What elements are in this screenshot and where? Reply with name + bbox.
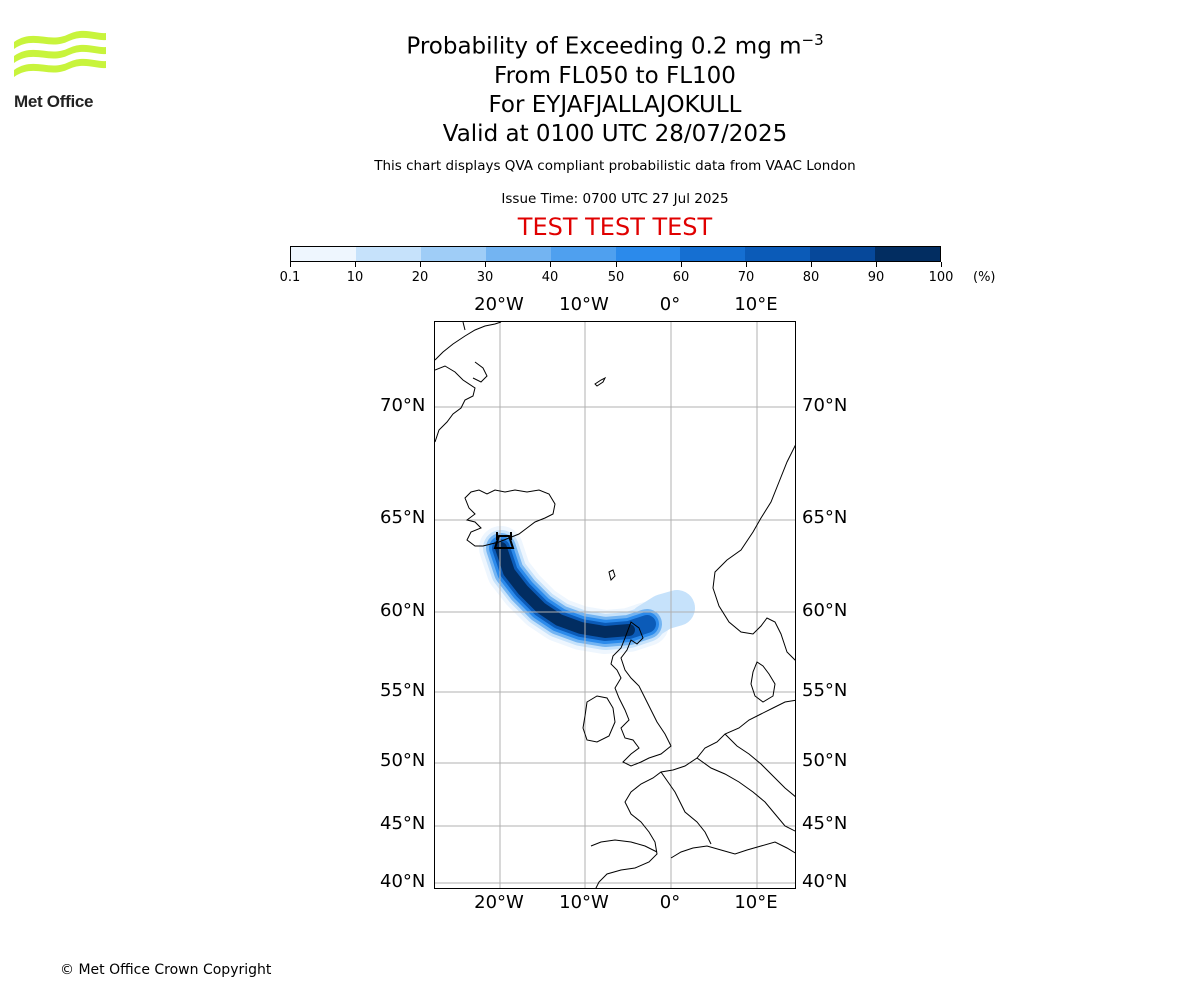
colorbar-tick-label: 60 (672, 270, 690, 285)
colorbar-segment (550, 247, 616, 261)
colorbar-tick-label: 0.1 (279, 270, 301, 285)
logo-text: Met Office (14, 92, 94, 111)
colorbar-tick (811, 262, 812, 267)
title-line-2: From FL050 to FL100 (494, 62, 736, 89)
greenland-coast (435, 322, 502, 443)
map-panel (434, 321, 796, 889)
lat-label-right-60n: 60°N (802, 600, 848, 621)
spain-coast (590, 839, 795, 859)
colorbar-tick (876, 262, 877, 267)
met-office-waves-icon (14, 30, 106, 77)
continent-coast (595, 699, 795, 888)
title-line-4: Valid at 0100 UTC 28/07/2025 (442, 120, 788, 147)
title-line-1: Probability of Exceeding 0.2 mg m−3 (406, 31, 824, 60)
ireland-coast (582, 695, 616, 743)
denmark-coast (750, 661, 776, 703)
lat-label-right-45n: 45°N (802, 813, 848, 834)
lat-label-right-65n: 65°N (802, 507, 848, 528)
lat-label-left-50n: 50°N (380, 750, 426, 771)
ash-plume (479, 526, 695, 654)
colorbar-unit: (%) (973, 270, 996, 285)
lon-label-bottom-10e: 10°E (734, 892, 778, 913)
plume-band (495, 542, 635, 638)
colorbar-segment (745, 247, 811, 261)
iceland-coast (464, 489, 556, 547)
colorbar-tick-label: 90 (867, 270, 885, 285)
title-line-3: For EYJAFJALLAJOKULL (488, 91, 742, 118)
lat-label-left-70n: 70°N (380, 395, 426, 416)
colorbar-tick (290, 262, 291, 267)
colorbar-segment (420, 247, 486, 261)
colorbar-segment (875, 247, 941, 261)
colorbar-tick (355, 262, 356, 267)
lon-label-bottom-10w: 10°W (559, 892, 609, 913)
colorbar-tick (616, 262, 617, 267)
lat-label-right-40n: 40°N (802, 871, 848, 892)
chart-description: This chart displays QVA compliant probab… (374, 158, 856, 174)
colorbar-tick-label: 50 (607, 270, 625, 285)
faroe-islands (608, 569, 616, 581)
lon-label-bottom-20w: 20°W (474, 892, 524, 913)
lon-label-top-10e: 10°E (734, 294, 778, 315)
volcano-marker (493, 532, 515, 549)
colorbar-tick-label: 20 (411, 270, 429, 285)
uk-coast (610, 621, 672, 767)
colorbar-tick-label: 40 (541, 270, 559, 285)
lon-label-top-20w: 20°W (474, 294, 524, 315)
colorbar-tick-label: 100 (928, 270, 954, 285)
norway-coast (712, 444, 795, 661)
lat-label-left-55n: 55°N (380, 680, 426, 701)
colorbar-tick-label: 70 (737, 270, 755, 285)
met-office-logo: Met Office (14, 30, 110, 114)
colorbar-segment (615, 247, 681, 261)
graticule (435, 322, 795, 888)
lat-label-left-65n: 65°N (380, 507, 426, 528)
lat-label-right-50n: 50°N (802, 750, 848, 771)
colorbar-segment (355, 247, 421, 261)
issue-time: Issue Time: 0700 UTC 27 Jul 2025 (501, 191, 729, 207)
colorbar-tick (420, 262, 421, 267)
map-svg (435, 322, 795, 888)
colorbar-tick-label: 10 (346, 270, 364, 285)
colorbar-tick (746, 262, 747, 267)
lat-label-right-70n: 70°N (802, 395, 848, 416)
colorbar-segment (810, 247, 876, 261)
copyright-text: © Met Office Crown Copyright (60, 962, 272, 978)
land-borders (660, 733, 795, 845)
lat-label-left-45n: 45°N (380, 813, 426, 834)
lon-label-top-10w: 10°W (559, 294, 609, 315)
colorbar (290, 246, 941, 262)
test-banner: TEST TEST TEST (517, 213, 713, 241)
colorbar-tick-label: 80 (802, 270, 820, 285)
colorbar-tick (485, 262, 486, 267)
colorbar-tick (941, 262, 942, 267)
colorbar-tick-label: 30 (476, 270, 494, 285)
lat-label-left-40n: 40°N (380, 871, 426, 892)
chart-title: Probability of Exceeding 0.2 mg m−3 From… (300, 26, 930, 149)
colorbar-tick (681, 262, 682, 267)
coastlines (435, 322, 795, 888)
colorbar-segment (291, 247, 356, 261)
lon-label-bottom-0: 0° (659, 892, 681, 913)
colorbar-tick (550, 262, 551, 267)
colorbar-segment (680, 247, 746, 261)
lat-label-right-55n: 55°N (802, 680, 848, 701)
title-superscript: −3 (801, 31, 824, 49)
jan-mayen (594, 376, 607, 387)
colorbar-segment (485, 247, 551, 261)
lon-label-top-0: 0° (659, 294, 681, 315)
lat-label-left-60n: 60°N (380, 600, 426, 621)
